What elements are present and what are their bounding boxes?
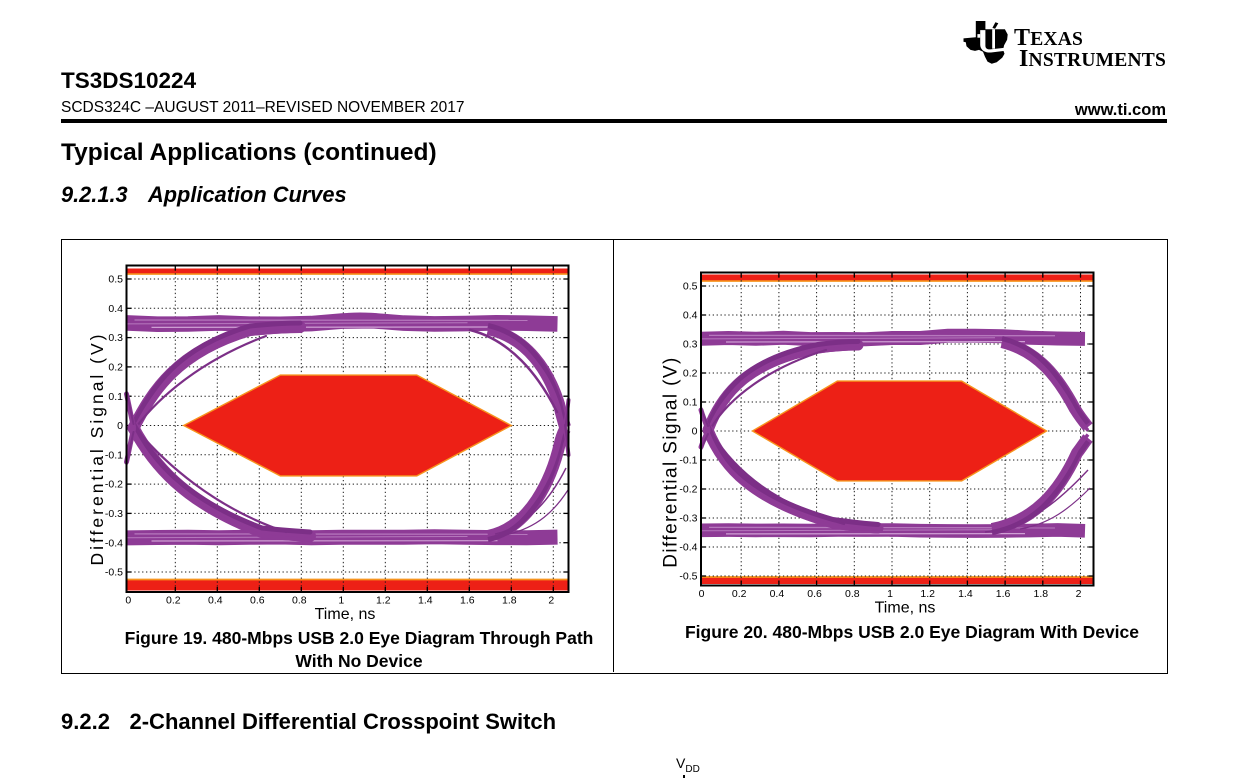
svg-text:0: 0 bbox=[692, 426, 698, 438]
svg-text:1: 1 bbox=[338, 595, 344, 607]
svg-text:0.4: 0.4 bbox=[108, 303, 123, 315]
svg-text:1.6: 1.6 bbox=[460, 595, 475, 607]
svg-text:0.3: 0.3 bbox=[683, 339, 698, 351]
svg-text:0.4: 0.4 bbox=[208, 595, 223, 607]
svg-text:0.2: 0.2 bbox=[683, 368, 698, 380]
svg-text:-0.5: -0.5 bbox=[105, 567, 123, 579]
svg-text:-0.1: -0.1 bbox=[105, 449, 123, 461]
svg-text:0: 0 bbox=[125, 595, 131, 607]
svg-text:0: 0 bbox=[699, 588, 705, 600]
svg-text:1.2: 1.2 bbox=[920, 588, 935, 600]
svg-text:0: 0 bbox=[117, 420, 123, 432]
svg-text:0.2: 0.2 bbox=[108, 362, 123, 374]
svg-text:-0.2: -0.2 bbox=[105, 479, 123, 491]
svg-text:0.5: 0.5 bbox=[108, 274, 123, 286]
svg-text:0.4: 0.4 bbox=[770, 588, 785, 600]
svg-text:Time, ns: Time, ns bbox=[315, 606, 376, 623]
svg-text:1.4: 1.4 bbox=[958, 588, 973, 600]
svg-text:-0.3: -0.3 bbox=[679, 513, 697, 525]
svg-text:-0.2: -0.2 bbox=[679, 484, 697, 496]
svg-text:1.6: 1.6 bbox=[996, 588, 1011, 600]
svg-text:-0.1: -0.1 bbox=[679, 455, 697, 467]
svg-text:1: 1 bbox=[887, 588, 893, 600]
svg-text:Differential Signal (V): Differential Signal (V) bbox=[661, 356, 682, 567]
svg-text:Time, ns: Time, ns bbox=[875, 600, 936, 617]
svg-text:0.5: 0.5 bbox=[683, 281, 698, 293]
svg-text:1.8: 1.8 bbox=[502, 595, 517, 607]
svg-text:0.8: 0.8 bbox=[845, 588, 860, 600]
svg-text:1.8: 1.8 bbox=[1033, 588, 1048, 600]
svg-text:-0.4: -0.4 bbox=[679, 542, 697, 554]
svg-text:0.4: 0.4 bbox=[683, 310, 698, 322]
svg-text:0.8: 0.8 bbox=[292, 595, 307, 607]
svg-text:0.6: 0.6 bbox=[807, 588, 822, 600]
svg-text:2: 2 bbox=[1076, 588, 1082, 600]
svg-text:0.3: 0.3 bbox=[108, 332, 123, 344]
svg-text:1.2: 1.2 bbox=[376, 595, 391, 607]
svg-text:0.6: 0.6 bbox=[250, 595, 265, 607]
svg-text:Differential Signal (V): Differential Signal (V) bbox=[87, 331, 107, 565]
svg-text:0.1: 0.1 bbox=[683, 397, 698, 409]
svg-text:2: 2 bbox=[548, 595, 554, 607]
svg-text:-0.3: -0.3 bbox=[105, 508, 123, 520]
svg-text:-0.5: -0.5 bbox=[679, 571, 697, 583]
svg-text:0.2: 0.2 bbox=[732, 588, 747, 600]
svg-text:1.4: 1.4 bbox=[418, 595, 433, 607]
svg-text:0.1: 0.1 bbox=[108, 391, 123, 403]
svg-text:-0.4: -0.4 bbox=[105, 537, 123, 549]
svg-text:0.2: 0.2 bbox=[166, 595, 181, 607]
